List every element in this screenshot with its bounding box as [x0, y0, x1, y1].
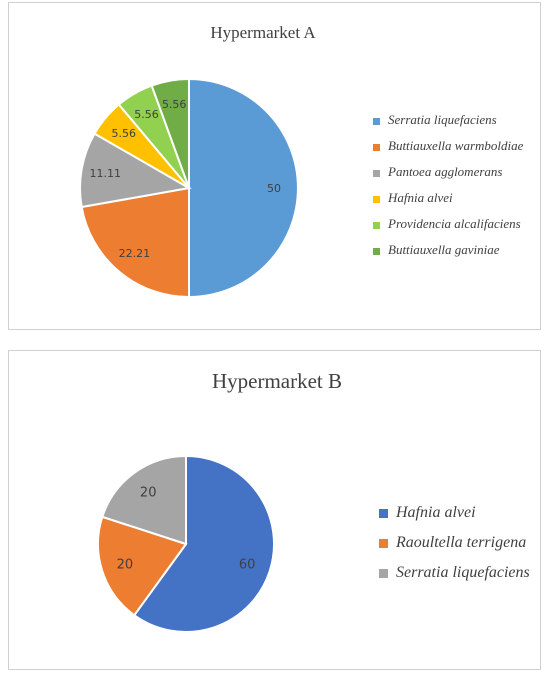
pie-slice-raoultella-terrigena — [97, 515, 188, 617]
legend-entry: Providencia alcalifaciens — [387, 216, 521, 231]
data-label: 11.11 — [90, 167, 122, 180]
pie-labels: 60 20 20 — [117, 486, 256, 573]
pie-slice-buttiauxella-gaviniae — [150, 77, 190, 189]
legend-swatch — [373, 248, 380, 255]
legend-entry: Hafnia alvei — [387, 190, 453, 205]
pie-slice-pantoea-agglomerans — [79, 132, 192, 209]
legend-entry: Raoultella terrigena — [395, 534, 526, 551]
legend: Hafnia alvei Raoultella terrigena Serratia… — [379, 504, 530, 581]
data-label: 20 — [140, 486, 157, 501]
data-label: 60 — [239, 557, 256, 572]
legend-swatch — [379, 539, 388, 548]
legend-entry: Buttiauxella gaviniae — [388, 242, 500, 257]
legend-swatch — [379, 569, 388, 578]
chart-hypermarket-b: Hypermarket B 60 20 20 Hafnia alvei Raoulte… — [8, 350, 541, 670]
data-label: 5.56 — [112, 127, 137, 140]
legend-entry: Hafnia alvei — [395, 504, 476, 521]
legend-swatch — [379, 509, 388, 518]
legend-swatch — [373, 170, 380, 177]
pie-slices — [79, 77, 299, 299]
pie-slices — [97, 454, 275, 633]
pie-slice-hafnia-alvei — [132, 454, 275, 633]
chart-title: Hypermarket B — [212, 369, 342, 393]
legend-entry: Pantoea agglomerans — [387, 164, 502, 179]
legend: Serratia liquefaciens Buttiauxella warmbo… — [373, 112, 524, 257]
pie-slice-serratia-liquefaciens — [188, 77, 299, 299]
legend-swatch — [373, 222, 380, 229]
data-label: 5.56 — [162, 98, 187, 111]
data-label: 50 — [267, 182, 281, 195]
legend-entry: Buttiauxella warmboldiae — [388, 138, 524, 153]
legend-swatch — [373, 144, 380, 151]
legend-entry: Serratia liquefaciens — [396, 564, 530, 581]
pie-slice-buttiauxella-warmboldiae — [80, 186, 190, 299]
pie-chart-b: Hypermarket B 60 20 20 Hafnia alvei Raoulte… — [97, 369, 530, 633]
data-label: 5.56 — [134, 108, 159, 121]
chart-hypermarket-a: Hypermarket A 50 22.21 11.11 5.56 5.56 5.56 S… — [8, 2, 541, 330]
chart-title: Hypermarket A — [210, 23, 316, 42]
pie-slice-serratia-liquefaciens — [101, 454, 187, 546]
legend-swatch — [373, 196, 380, 203]
legend-entry: Serratia liquefaciens — [388, 112, 497, 127]
legend-swatch — [373, 118, 380, 125]
data-label: 22.21 — [119, 247, 151, 260]
data-label: 20 — [117, 557, 134, 572]
